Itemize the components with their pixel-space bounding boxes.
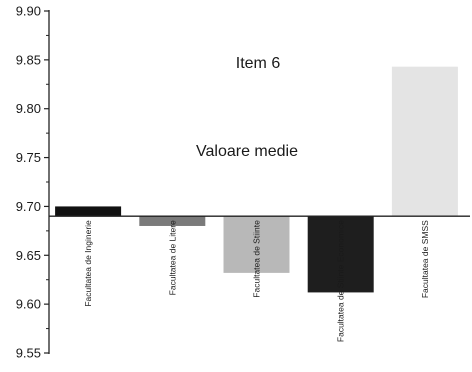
- category-label: Facultatea de SMSS: [420, 220, 430, 298]
- annotation-mean: Valoare medie: [196, 143, 298, 160]
- y-tick-label: 9.70: [16, 199, 41, 214]
- y-tick-label: 9.85: [16, 52, 41, 67]
- y-tick-label: 9.55: [16, 346, 41, 361]
- bar: [391, 66, 458, 217]
- annotation-item: Item 6: [236, 55, 281, 72]
- y-tick-label: 9.65: [16, 248, 41, 263]
- bar: [55, 206, 122, 217]
- bars-layer: [49, 66, 470, 293]
- category-label: Facultatea de Stiinte: [252, 220, 262, 298]
- category-label: Facultatea de Stiinte Economice: [336, 220, 346, 342]
- bar: [307, 216, 374, 293]
- labels-layer: Facultatea de Inginerie Facultatea de Lit…: [83, 220, 430, 342]
- bar: [139, 216, 206, 226]
- y-tick-label: 9.75: [16, 150, 41, 165]
- y-tick-label: 9.60: [16, 297, 41, 312]
- axis-layer: 9.55 9.60 9.65 9.70 9.75 9.80 9.85 9.90: [16, 4, 50, 361]
- bar: [223, 216, 290, 273]
- category-label: Facultatea de Litere: [167, 220, 177, 295]
- y-tick-label: 9.90: [16, 4, 41, 19]
- y-tick-label: 9.80: [16, 101, 41, 116]
- category-label: Facultatea de Inginerie: [83, 220, 93, 307]
